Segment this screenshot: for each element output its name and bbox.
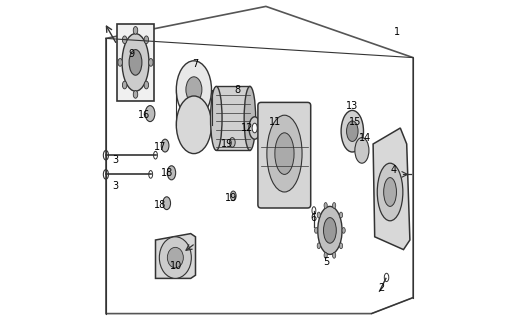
Ellipse shape	[161, 139, 169, 152]
Ellipse shape	[144, 36, 148, 44]
Ellipse shape	[355, 138, 369, 163]
Ellipse shape	[323, 218, 336, 243]
Ellipse shape	[317, 212, 320, 218]
Ellipse shape	[186, 77, 202, 102]
Ellipse shape	[249, 117, 261, 139]
Text: 8: 8	[234, 84, 240, 95]
FancyBboxPatch shape	[258, 102, 311, 208]
Polygon shape	[156, 234, 196, 278]
Polygon shape	[373, 128, 410, 250]
Text: 12: 12	[240, 123, 253, 133]
Ellipse shape	[275, 133, 294, 174]
Ellipse shape	[144, 81, 148, 89]
Ellipse shape	[167, 166, 175, 180]
Text: 7: 7	[193, 59, 199, 69]
Ellipse shape	[342, 228, 345, 233]
Ellipse shape	[145, 106, 155, 122]
Text: 6: 6	[311, 212, 317, 223]
Text: 1: 1	[394, 27, 400, 37]
Ellipse shape	[347, 121, 358, 141]
Ellipse shape	[230, 191, 236, 201]
Ellipse shape	[317, 243, 320, 249]
Ellipse shape	[129, 50, 142, 75]
Ellipse shape	[211, 86, 222, 150]
Ellipse shape	[122, 34, 149, 91]
Ellipse shape	[384, 178, 397, 206]
Ellipse shape	[122, 81, 127, 89]
Text: 4: 4	[391, 164, 397, 175]
Ellipse shape	[167, 247, 183, 268]
Ellipse shape	[377, 163, 403, 221]
Ellipse shape	[252, 123, 257, 133]
Ellipse shape	[333, 252, 336, 258]
Ellipse shape	[341, 110, 363, 152]
Ellipse shape	[133, 27, 138, 34]
Ellipse shape	[118, 59, 122, 66]
Text: 9: 9	[128, 49, 134, 60]
Text: 16: 16	[138, 110, 151, 120]
Text: 3: 3	[113, 180, 118, 191]
Text: 19: 19	[225, 193, 237, 204]
Text: 15: 15	[349, 116, 362, 127]
Ellipse shape	[324, 252, 327, 258]
Text: 2: 2	[378, 283, 384, 293]
Text: 14: 14	[359, 132, 371, 143]
Ellipse shape	[159, 237, 192, 278]
Ellipse shape	[133, 91, 138, 98]
Ellipse shape	[122, 36, 127, 44]
Text: 5: 5	[323, 257, 330, 268]
Ellipse shape	[176, 96, 212, 154]
Ellipse shape	[315, 228, 318, 233]
Text: 19: 19	[222, 139, 234, 149]
Ellipse shape	[318, 206, 342, 254]
Text: 18: 18	[154, 200, 167, 210]
Ellipse shape	[339, 212, 343, 218]
Text: 3: 3	[113, 155, 118, 165]
Ellipse shape	[229, 138, 235, 147]
Ellipse shape	[148, 59, 153, 66]
Ellipse shape	[333, 203, 336, 208]
Ellipse shape	[339, 243, 343, 249]
Text: 18: 18	[160, 168, 173, 178]
Text: 11: 11	[269, 116, 282, 127]
Bar	[117, 24, 154, 101]
Ellipse shape	[176, 61, 212, 118]
Ellipse shape	[324, 203, 327, 208]
Text: 13: 13	[346, 100, 359, 111]
Text: 10: 10	[170, 260, 182, 271]
Ellipse shape	[267, 115, 302, 192]
Text: 17: 17	[154, 142, 167, 152]
Ellipse shape	[244, 86, 256, 150]
Ellipse shape	[163, 197, 171, 210]
FancyBboxPatch shape	[216, 86, 250, 150]
